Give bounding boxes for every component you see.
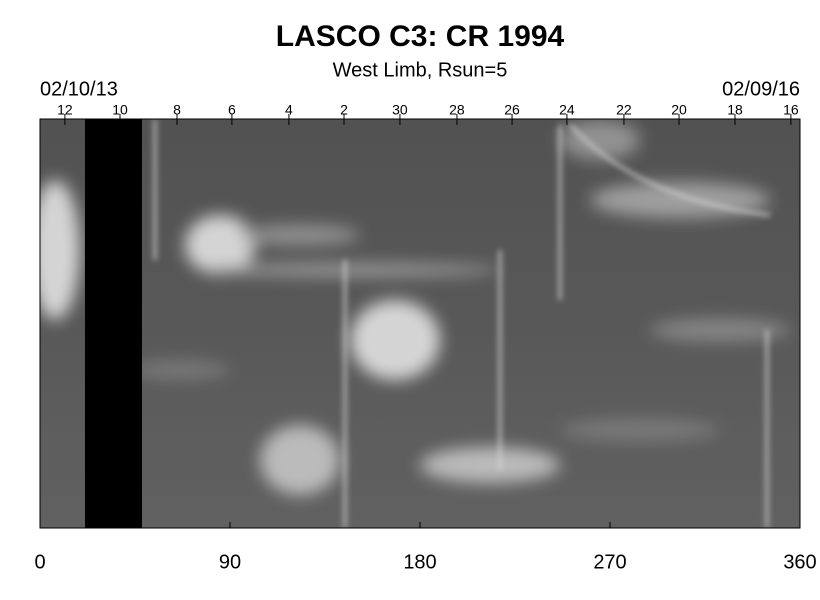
x-tick-label: 90: [219, 551, 241, 573]
top-tick-label: 12: [57, 102, 73, 118]
top-tick-label: 22: [616, 102, 632, 118]
top-tick-label: 26: [504, 102, 520, 118]
top-tick-label: 18: [727, 102, 743, 118]
top-tick-label: 2: [340, 102, 348, 118]
chart-subtitle: West Limb, Rsun=5: [333, 59, 508, 81]
top-tick-label: 6: [228, 102, 236, 118]
top-tick-label: 16: [783, 102, 799, 118]
data-gap: [84, 119, 142, 528]
top-tick-label: 30: [392, 102, 408, 118]
top-tick-label: 10: [112, 102, 128, 118]
top-tick-label: 4: [285, 102, 293, 118]
top-tick-label: 24: [559, 102, 575, 118]
x-tick-label: 180: [403, 551, 436, 573]
map-image: [40, 119, 800, 528]
x-tick-label: 360: [783, 551, 816, 573]
chart-title: LASCO C3: CR 1994: [276, 20, 565, 53]
top-tick-label: 28: [449, 102, 465, 118]
top-tick-label: 8: [173, 102, 181, 118]
x-tick-label: 0: [34, 551, 45, 573]
end-date: 02/09/16: [722, 78, 800, 100]
start-date: 02/10/13: [40, 78, 118, 100]
top-tick-label: 20: [671, 102, 687, 118]
x-tick-label: 270: [593, 551, 626, 573]
